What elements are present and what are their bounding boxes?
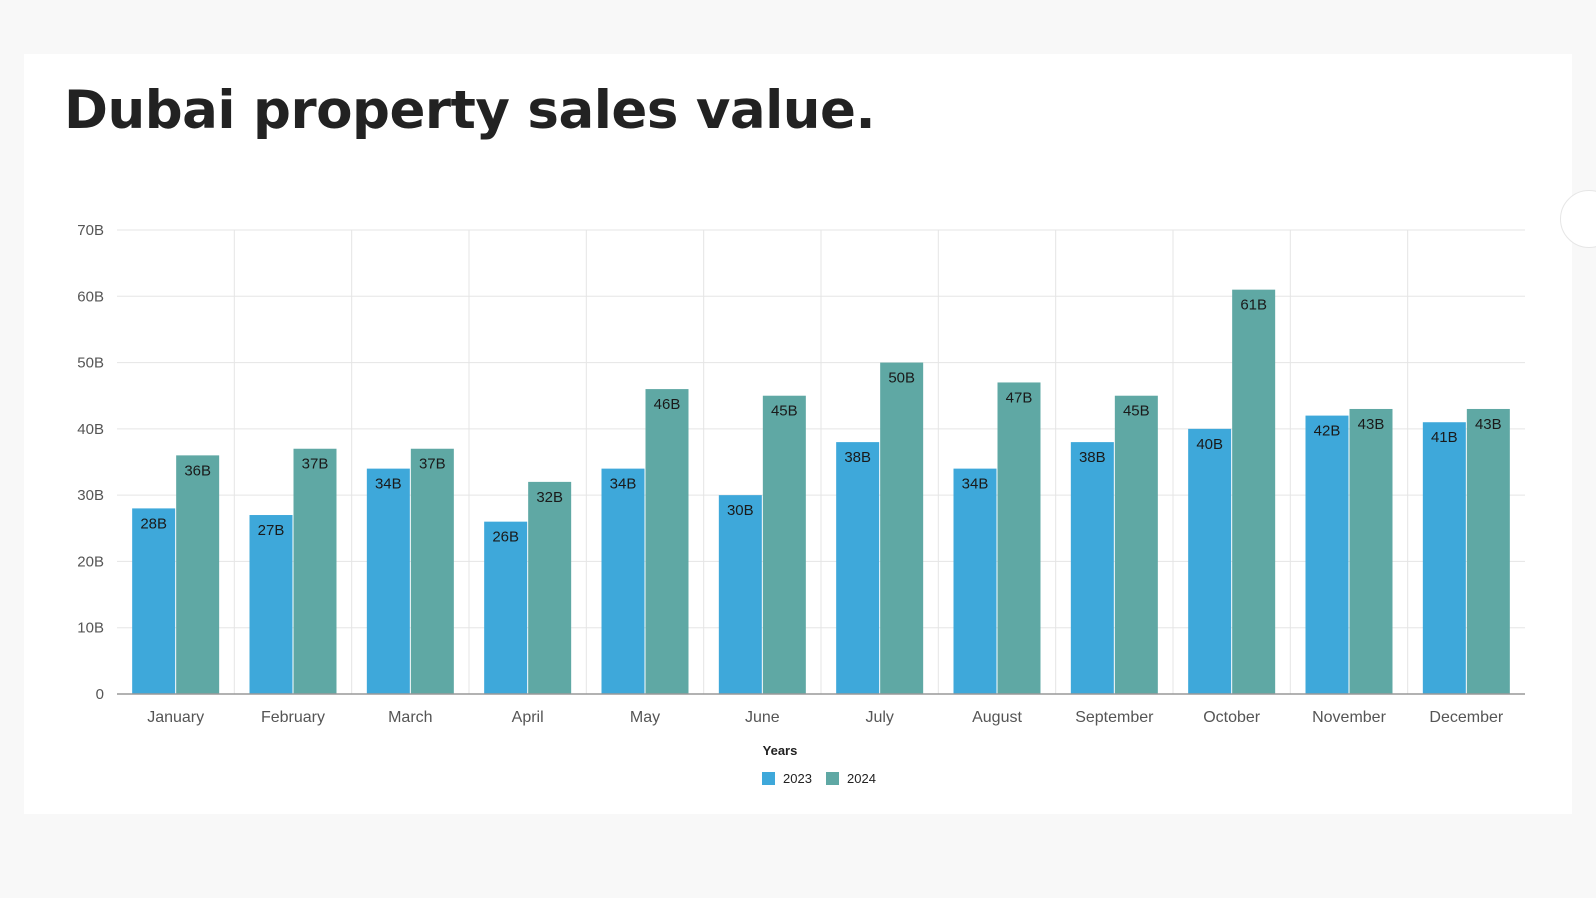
x-tick-label: April: [512, 709, 544, 726]
bar-2023-june[interactable]: [718, 495, 762, 694]
x-tick-label: July: [865, 709, 893, 726]
y-tick-label: 0: [96, 686, 104, 703]
bar-2023-april[interactable]: [484, 521, 528, 694]
data-label: 43B: [1358, 416, 1385, 433]
data-label: 43B: [1475, 416, 1502, 433]
bar-2024-july[interactable]: [880, 362, 924, 694]
data-label: 46B: [654, 396, 681, 413]
data-label: 34B: [962, 476, 989, 493]
data-label: 34B: [375, 476, 402, 493]
bar-2024-june[interactable]: [762, 395, 806, 694]
bar-2024-november[interactable]: [1349, 408, 1393, 694]
legend-swatch: [826, 772, 839, 785]
x-tick-label: January: [147, 709, 204, 726]
page-title: Dubai property sales value.: [64, 80, 876, 141]
x-tick-label: September: [1075, 709, 1154, 726]
bar-2023-february[interactable]: [249, 515, 293, 694]
x-tick-label: June: [745, 709, 780, 726]
y-axis-ticks: 0 10B 20B 30B 40B 50B 60B 70B: [77, 222, 104, 703]
bars: 28B 36B 27B 37B 34B 37B 26B 32B 34B 46B 30B 45B 38B 5…: [132, 289, 1510, 694]
legend-title: Years: [763, 743, 798, 758]
data-label: 26B: [492, 529, 519, 546]
bar-2024-february[interactable]: [293, 448, 337, 694]
bar-2024-march[interactable]: [410, 448, 454, 694]
y-tick-label: 10B: [77, 620, 104, 637]
data-label: 61B: [1240, 297, 1267, 314]
bar-2024-april[interactable]: [528, 481, 572, 694]
bar-2024-january[interactable]: [176, 455, 220, 694]
y-tick-label: 50B: [77, 355, 104, 372]
x-tick-label: May: [630, 709, 660, 726]
data-label: 41B: [1431, 429, 1458, 446]
bar-2023-october[interactable]: [1188, 428, 1232, 694]
bar-2023-september[interactable]: [1070, 442, 1114, 694]
x-tick-label: February: [261, 709, 325, 726]
legend-label: 2024: [847, 771, 876, 786]
y-tick-label: 20B: [77, 553, 104, 570]
data-label: 28B: [140, 515, 167, 532]
bar-2023-march[interactable]: [366, 468, 410, 694]
bar-2024-august[interactable]: [997, 382, 1041, 694]
bar-2024-october[interactable]: [1232, 289, 1276, 694]
data-label: 50B: [888, 370, 915, 387]
bar-2024-may[interactable]: [645, 389, 689, 694]
data-label: 38B: [844, 449, 871, 466]
x-axis-ticks: January February March April May June July Augu…: [147, 709, 1504, 726]
y-tick-label: 30B: [77, 487, 104, 504]
data-label: 32B: [536, 489, 563, 506]
x-tick-label: August: [972, 709, 1022, 726]
data-label: 27B: [258, 522, 285, 539]
y-tick-label: 40B: [77, 421, 104, 438]
data-label: 38B: [1079, 449, 1106, 466]
bar-2023-november[interactable]: [1305, 415, 1349, 694]
legend-item-2024[interactable]: 2024: [826, 771, 876, 786]
x-tick-label: December: [1429, 709, 1503, 726]
bar-2023-july[interactable]: [836, 442, 880, 694]
bar-2024-september[interactable]: [1114, 395, 1158, 694]
x-tick-label: October: [1203, 709, 1261, 726]
bar-2023-january[interactable]: [132, 508, 176, 694]
legend[interactable]: Years 2023 2024: [762, 743, 876, 786]
data-label: 34B: [610, 476, 637, 493]
legend-swatch: [762, 772, 775, 785]
bar-2023-may[interactable]: [601, 468, 645, 694]
data-label: 36B: [184, 462, 211, 479]
data-label: 42B: [1314, 423, 1341, 440]
data-label: 40B: [1196, 436, 1223, 453]
legend-item-2023[interactable]: 2023: [762, 771, 812, 786]
data-label: 45B: [1123, 403, 1150, 420]
y-tick-label: 70B: [77, 222, 104, 239]
grid-lines: [117, 229, 1525, 694]
data-label: 37B: [419, 456, 446, 473]
x-tick-label: November: [1312, 709, 1386, 726]
bar-2023-august[interactable]: [953, 468, 997, 694]
data-label: 45B: [771, 403, 798, 420]
data-label: 37B: [302, 456, 329, 473]
legend-label: 2023: [783, 771, 812, 786]
y-tick-label: 60B: [77, 288, 104, 305]
bar-2023-december[interactable]: [1422, 422, 1466, 694]
x-tick-label: March: [388, 709, 432, 726]
data-label: 47B: [1006, 389, 1033, 406]
bar-2024-december[interactable]: [1466, 408, 1510, 694]
data-label: 30B: [727, 502, 754, 519]
